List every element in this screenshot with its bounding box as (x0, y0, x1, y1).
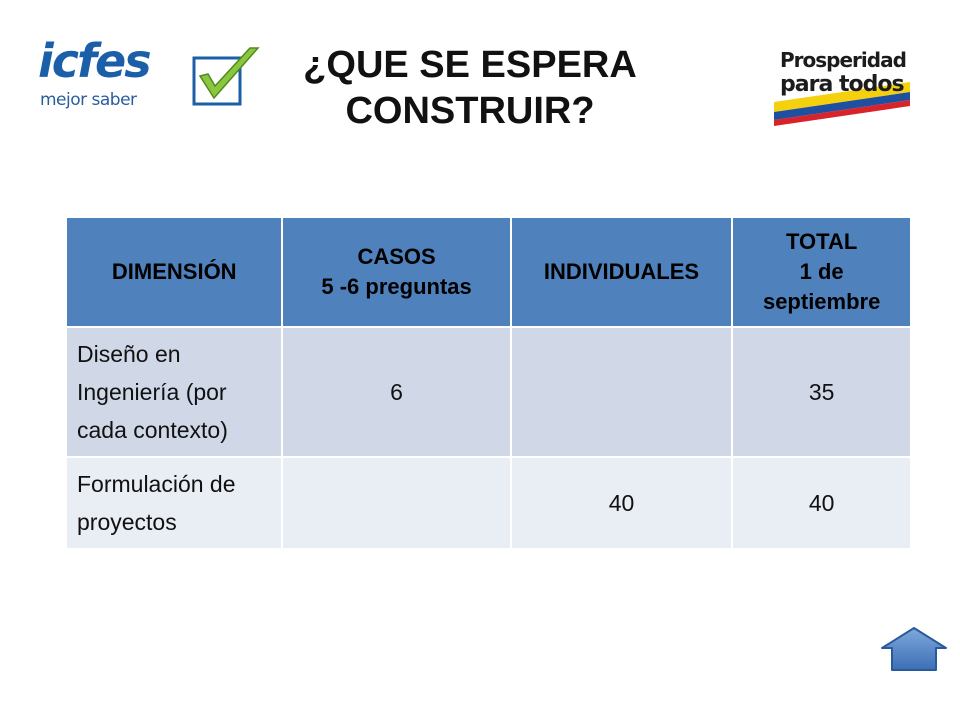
header-dimension: DIMENSIÓN (64, 216, 284, 328)
check-mark-icon (192, 47, 260, 106)
header-casos: CASOS 5 -6 preguntas (281, 216, 512, 328)
header-total: TOTAL 1 de septiembre (731, 216, 912, 328)
prosperidad-logo: Prosperidad para todos (772, 44, 912, 128)
header-individuales: INDIVIDUALES (509, 216, 734, 328)
icfes-tagline: mejor saber (40, 90, 137, 110)
page-title: ¿QUE SE ESPERA CONSTRUIR? (270, 42, 670, 134)
expectations-table: DIMENSIÓN CASOS 5 -6 preguntas INDIVIDUA… (64, 216, 912, 550)
cell-casos (281, 456, 512, 550)
table-row: Diseño en Ingeniería (por cada contexto)… (64, 326, 912, 458)
cell-individuales (509, 326, 734, 458)
icfes-logo: icfes mejor saber (36, 34, 260, 112)
prosperidad-line-1: Prosperidad (780, 48, 907, 72)
table-header-row: DIMENSIÓN CASOS 5 -6 preguntas INDIVIDUA… (64, 216, 912, 328)
title-line-1: ¿QUE SE ESPERA (303, 44, 637, 86)
cell-dimension: Diseño en Ingeniería (por cada contexto) (64, 326, 284, 458)
prosperidad-line-2: para todos (780, 72, 905, 97)
cell-casos: 6 (281, 326, 512, 458)
cell-dimension: Formulación de proyectos (64, 456, 284, 550)
cell-total: 35 (731, 326, 912, 458)
table-row: Formulación de proyectos 40 40 (64, 456, 912, 550)
flag-stripes-icon (774, 82, 910, 126)
cell-total: 40 (731, 456, 912, 550)
icfes-wordmark: icfes (38, 34, 152, 88)
home-arrow-icon[interactable] (880, 626, 948, 672)
title-line-2: CONSTRUIR? (345, 90, 595, 132)
cell-individuales: 40 (509, 456, 734, 550)
